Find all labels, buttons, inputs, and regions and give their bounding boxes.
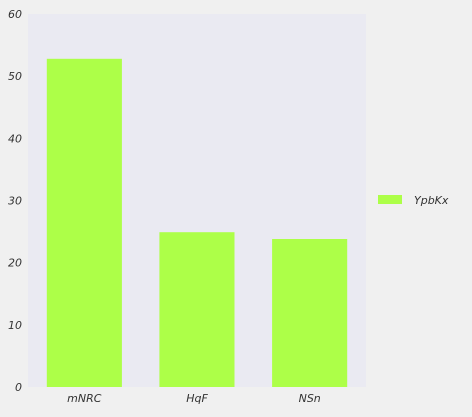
- y-tick-label: 60: [8, 8, 22, 21]
- x-axis-ticks: mNRC HqF NSn: [67, 392, 321, 405]
- legend-swatch: [378, 195, 402, 204]
- y-tick-label: 50: [8, 70, 22, 83]
- y-axis-ticks: 0 10 20 30 40 50 60: [8, 8, 22, 394]
- y-tick-label: 0: [15, 381, 22, 394]
- x-tick-label: mNRC: [67, 392, 102, 405]
- y-tick-label: 40: [8, 132, 22, 145]
- legend: YpbKx: [378, 194, 449, 207]
- bar-HqF: [159, 232, 235, 387]
- y-tick-label: 10: [8, 319, 22, 332]
- bar-NSn: [272, 239, 348, 387]
- y-tick-label: 20: [8, 257, 22, 270]
- x-tick-label: HqF: [186, 392, 208, 405]
- bar-mNRC: [46, 58, 122, 388]
- legend-label: YpbKx: [414, 194, 449, 207]
- y-tick-label: 30: [8, 195, 22, 208]
- x-tick-label: NSn: [299, 392, 321, 405]
- bars: [46, 58, 348, 388]
